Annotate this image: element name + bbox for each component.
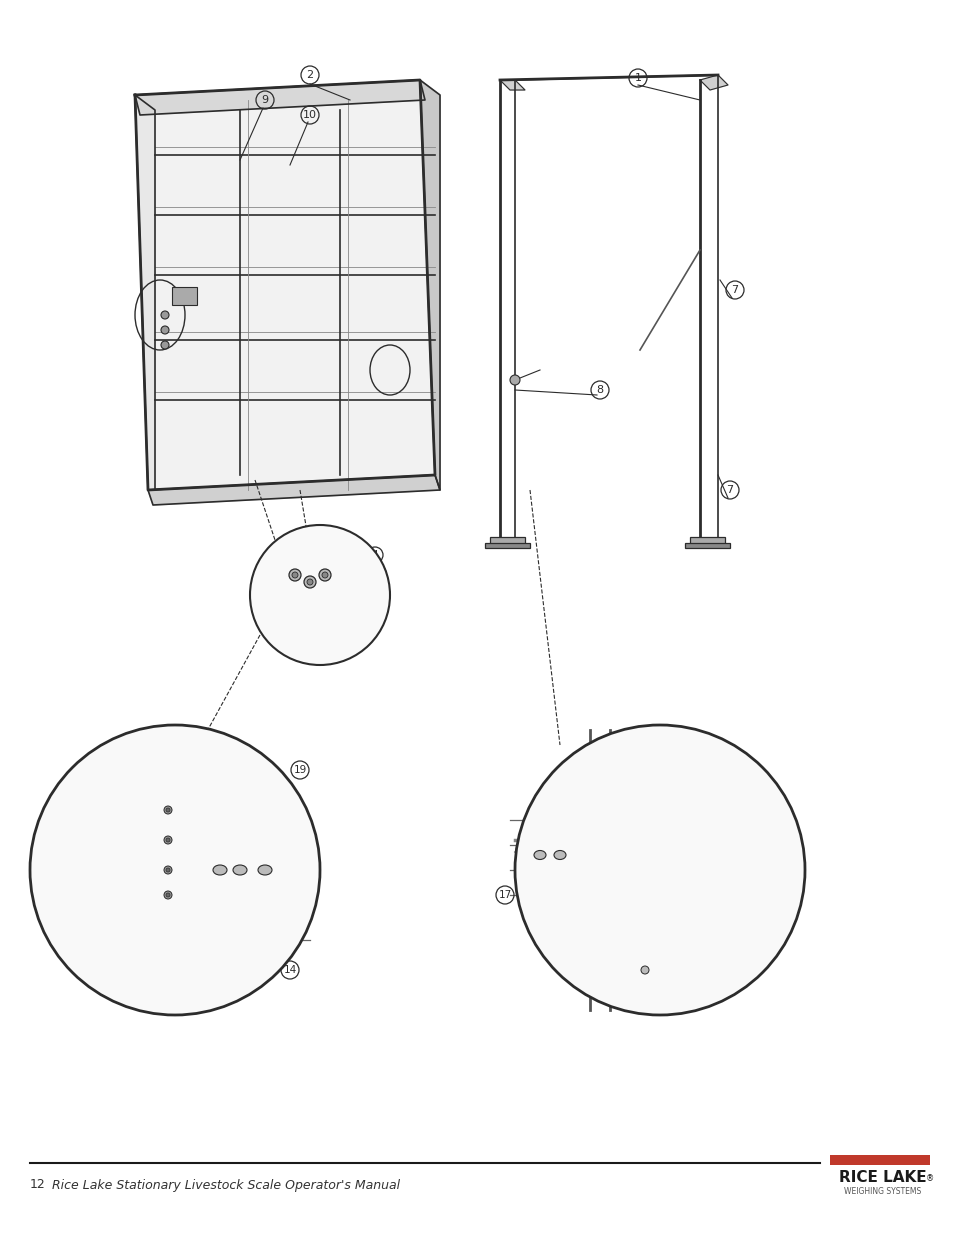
Circle shape xyxy=(161,326,169,333)
Circle shape xyxy=(161,341,169,350)
Text: 12: 12 xyxy=(30,1178,46,1192)
Text: 3: 3 xyxy=(375,568,381,578)
Circle shape xyxy=(166,839,170,842)
Circle shape xyxy=(515,725,804,1015)
Circle shape xyxy=(250,525,390,664)
Text: 8: 8 xyxy=(596,385,603,395)
Circle shape xyxy=(164,866,172,874)
Circle shape xyxy=(289,569,301,580)
Circle shape xyxy=(166,868,170,872)
Text: 7: 7 xyxy=(725,485,733,495)
Circle shape xyxy=(292,572,297,578)
Text: ®: ® xyxy=(925,1174,933,1183)
Circle shape xyxy=(161,311,169,319)
Polygon shape xyxy=(700,75,727,90)
Circle shape xyxy=(510,375,519,385)
Text: 18: 18 xyxy=(63,785,76,795)
Ellipse shape xyxy=(257,864,272,876)
Polygon shape xyxy=(419,80,439,490)
Circle shape xyxy=(30,725,319,1015)
Text: 17: 17 xyxy=(497,890,511,900)
Text: 7: 7 xyxy=(731,285,738,295)
Text: 15: 15 xyxy=(747,815,760,825)
Text: 16: 16 xyxy=(53,863,67,873)
Text: 9: 9 xyxy=(332,590,338,600)
Ellipse shape xyxy=(213,864,227,876)
Text: 5: 5 xyxy=(356,601,363,611)
Polygon shape xyxy=(135,80,424,115)
Text: 15: 15 xyxy=(61,815,74,825)
Polygon shape xyxy=(135,95,154,490)
Circle shape xyxy=(307,579,313,585)
Circle shape xyxy=(166,808,170,811)
Text: 13: 13 xyxy=(753,785,766,795)
Text: 12: 12 xyxy=(58,840,71,850)
Polygon shape xyxy=(154,100,435,490)
Ellipse shape xyxy=(534,851,545,860)
FancyBboxPatch shape xyxy=(484,543,530,548)
Ellipse shape xyxy=(554,851,565,860)
Circle shape xyxy=(164,836,172,844)
FancyBboxPatch shape xyxy=(684,543,729,548)
Text: WEIGHING SYSTEMS: WEIGHING SYSTEMS xyxy=(843,1188,921,1197)
Text: 17: 17 xyxy=(213,990,227,1000)
Text: 9: 9 xyxy=(261,95,269,105)
Text: 4: 4 xyxy=(372,550,378,559)
Circle shape xyxy=(322,572,328,578)
Text: 1: 1 xyxy=(634,73,640,83)
Circle shape xyxy=(164,890,172,899)
Text: 19: 19 xyxy=(294,764,306,776)
Text: 12: 12 xyxy=(747,837,760,847)
Circle shape xyxy=(304,576,315,588)
Ellipse shape xyxy=(233,864,247,876)
Text: 6: 6 xyxy=(352,613,358,622)
Text: 10: 10 xyxy=(303,110,316,120)
Text: Rice Lake Stationary Livestock Scale Operator's Manual: Rice Lake Stationary Livestock Scale Ope… xyxy=(52,1178,399,1192)
Text: RICE LAKE: RICE LAKE xyxy=(839,1171,926,1186)
Circle shape xyxy=(164,806,172,814)
Circle shape xyxy=(640,966,648,974)
Polygon shape xyxy=(148,475,439,505)
FancyBboxPatch shape xyxy=(172,287,196,305)
Circle shape xyxy=(166,893,170,897)
FancyBboxPatch shape xyxy=(829,1155,929,1165)
Circle shape xyxy=(318,569,331,580)
FancyBboxPatch shape xyxy=(490,537,524,545)
Text: 14: 14 xyxy=(537,920,551,930)
Text: 14: 14 xyxy=(283,965,296,974)
Polygon shape xyxy=(499,80,524,90)
Text: 16: 16 xyxy=(747,860,760,869)
FancyBboxPatch shape xyxy=(689,537,724,545)
Text: 2: 2 xyxy=(306,70,314,80)
